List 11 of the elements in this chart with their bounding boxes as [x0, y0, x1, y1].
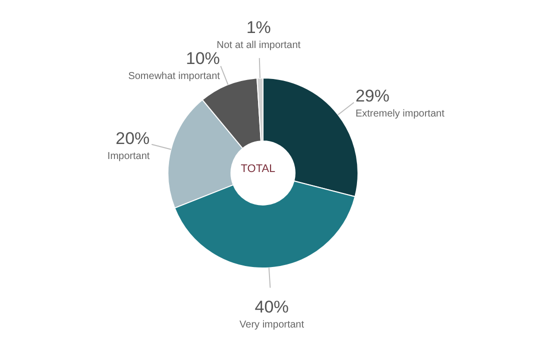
data-label: 1% — [246, 18, 271, 38]
slice-label: Not at all important — [216, 40, 301, 52]
data-label: 29% — [355, 86, 390, 106]
data-label: 10% — [186, 49, 220, 68]
slice-label: Somewhat important — [128, 71, 220, 82]
text: TOTAL — [240, 163, 276, 175]
slice-label: Extremely important — [355, 108, 445, 120]
data-label: 40% — [254, 298, 289, 317]
slice-label: Important — [107, 150, 150, 162]
data-label: 20% — [116, 128, 150, 148]
slice-label: Very important — [240, 320, 304, 331]
